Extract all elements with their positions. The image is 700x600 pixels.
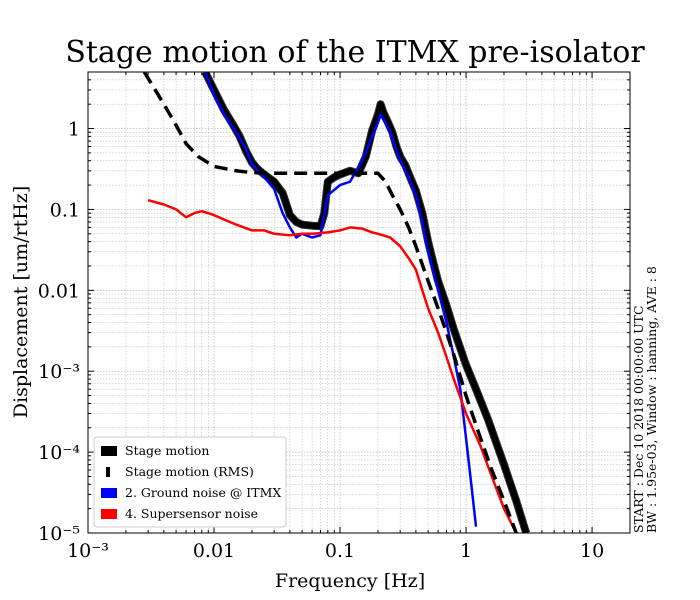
x-tick-label: 10⁻³ <box>67 540 109 562</box>
y-tick-label: 10⁻⁴ <box>38 442 80 464</box>
x-tick-label: 1 <box>460 540 472 562</box>
x-tick-label: 10 <box>580 540 604 562</box>
chart-title: Stage motion of the ITMX pre-isolator <box>65 35 645 70</box>
y-tick-label: 0.01 <box>38 280 80 302</box>
y-tick-label: 10⁻³ <box>38 361 80 383</box>
legend: Stage motion Stage motion (RMS) 2. Ground … <box>93 436 287 528</box>
side-note-bandwidth: BW : 1.95e-03, Window : hanning, AVE : 8 <box>644 266 659 533</box>
y-tick-label: 10⁻⁵ <box>38 523 80 545</box>
legend-label: 2. Ground noise @ ITMX <box>125 485 281 500</box>
legend-label: Stage motion <box>125 443 209 458</box>
legend-box <box>93 436 287 528</box>
legend-swatch <box>101 509 117 519</box>
axis-ticks: 10⁻³ 0.01 0.1 1 10 10⁻⁵ 10⁻⁴ 10⁻³ 0.01 0.1 1 <box>38 71 631 562</box>
legend-label: 4. Supersensor noise <box>125 506 258 521</box>
x-axis-label: Frequency [Hz] <box>275 570 425 592</box>
series-layer <box>142 72 531 533</box>
y-tick-label: 1 <box>68 119 80 141</box>
legend-swatch <box>106 467 110 477</box>
series-line-1 <box>142 72 518 533</box>
legend-swatch <box>101 446 117 456</box>
x-tick-label: 0.01 <box>193 540 235 562</box>
y-axis-label: Displacement [um/rtHz] <box>10 186 32 418</box>
side-note-start: START : Dec 10 2018 00:00:00 UTC <box>631 305 646 533</box>
legend-label: Stage motion (RMS) <box>125 464 254 479</box>
y-tick-label: 0.1 <box>50 199 80 221</box>
series-line-3 <box>147 198 518 533</box>
x-tick-label: 0.1 <box>325 540 355 562</box>
legend-swatch <box>101 488 117 498</box>
